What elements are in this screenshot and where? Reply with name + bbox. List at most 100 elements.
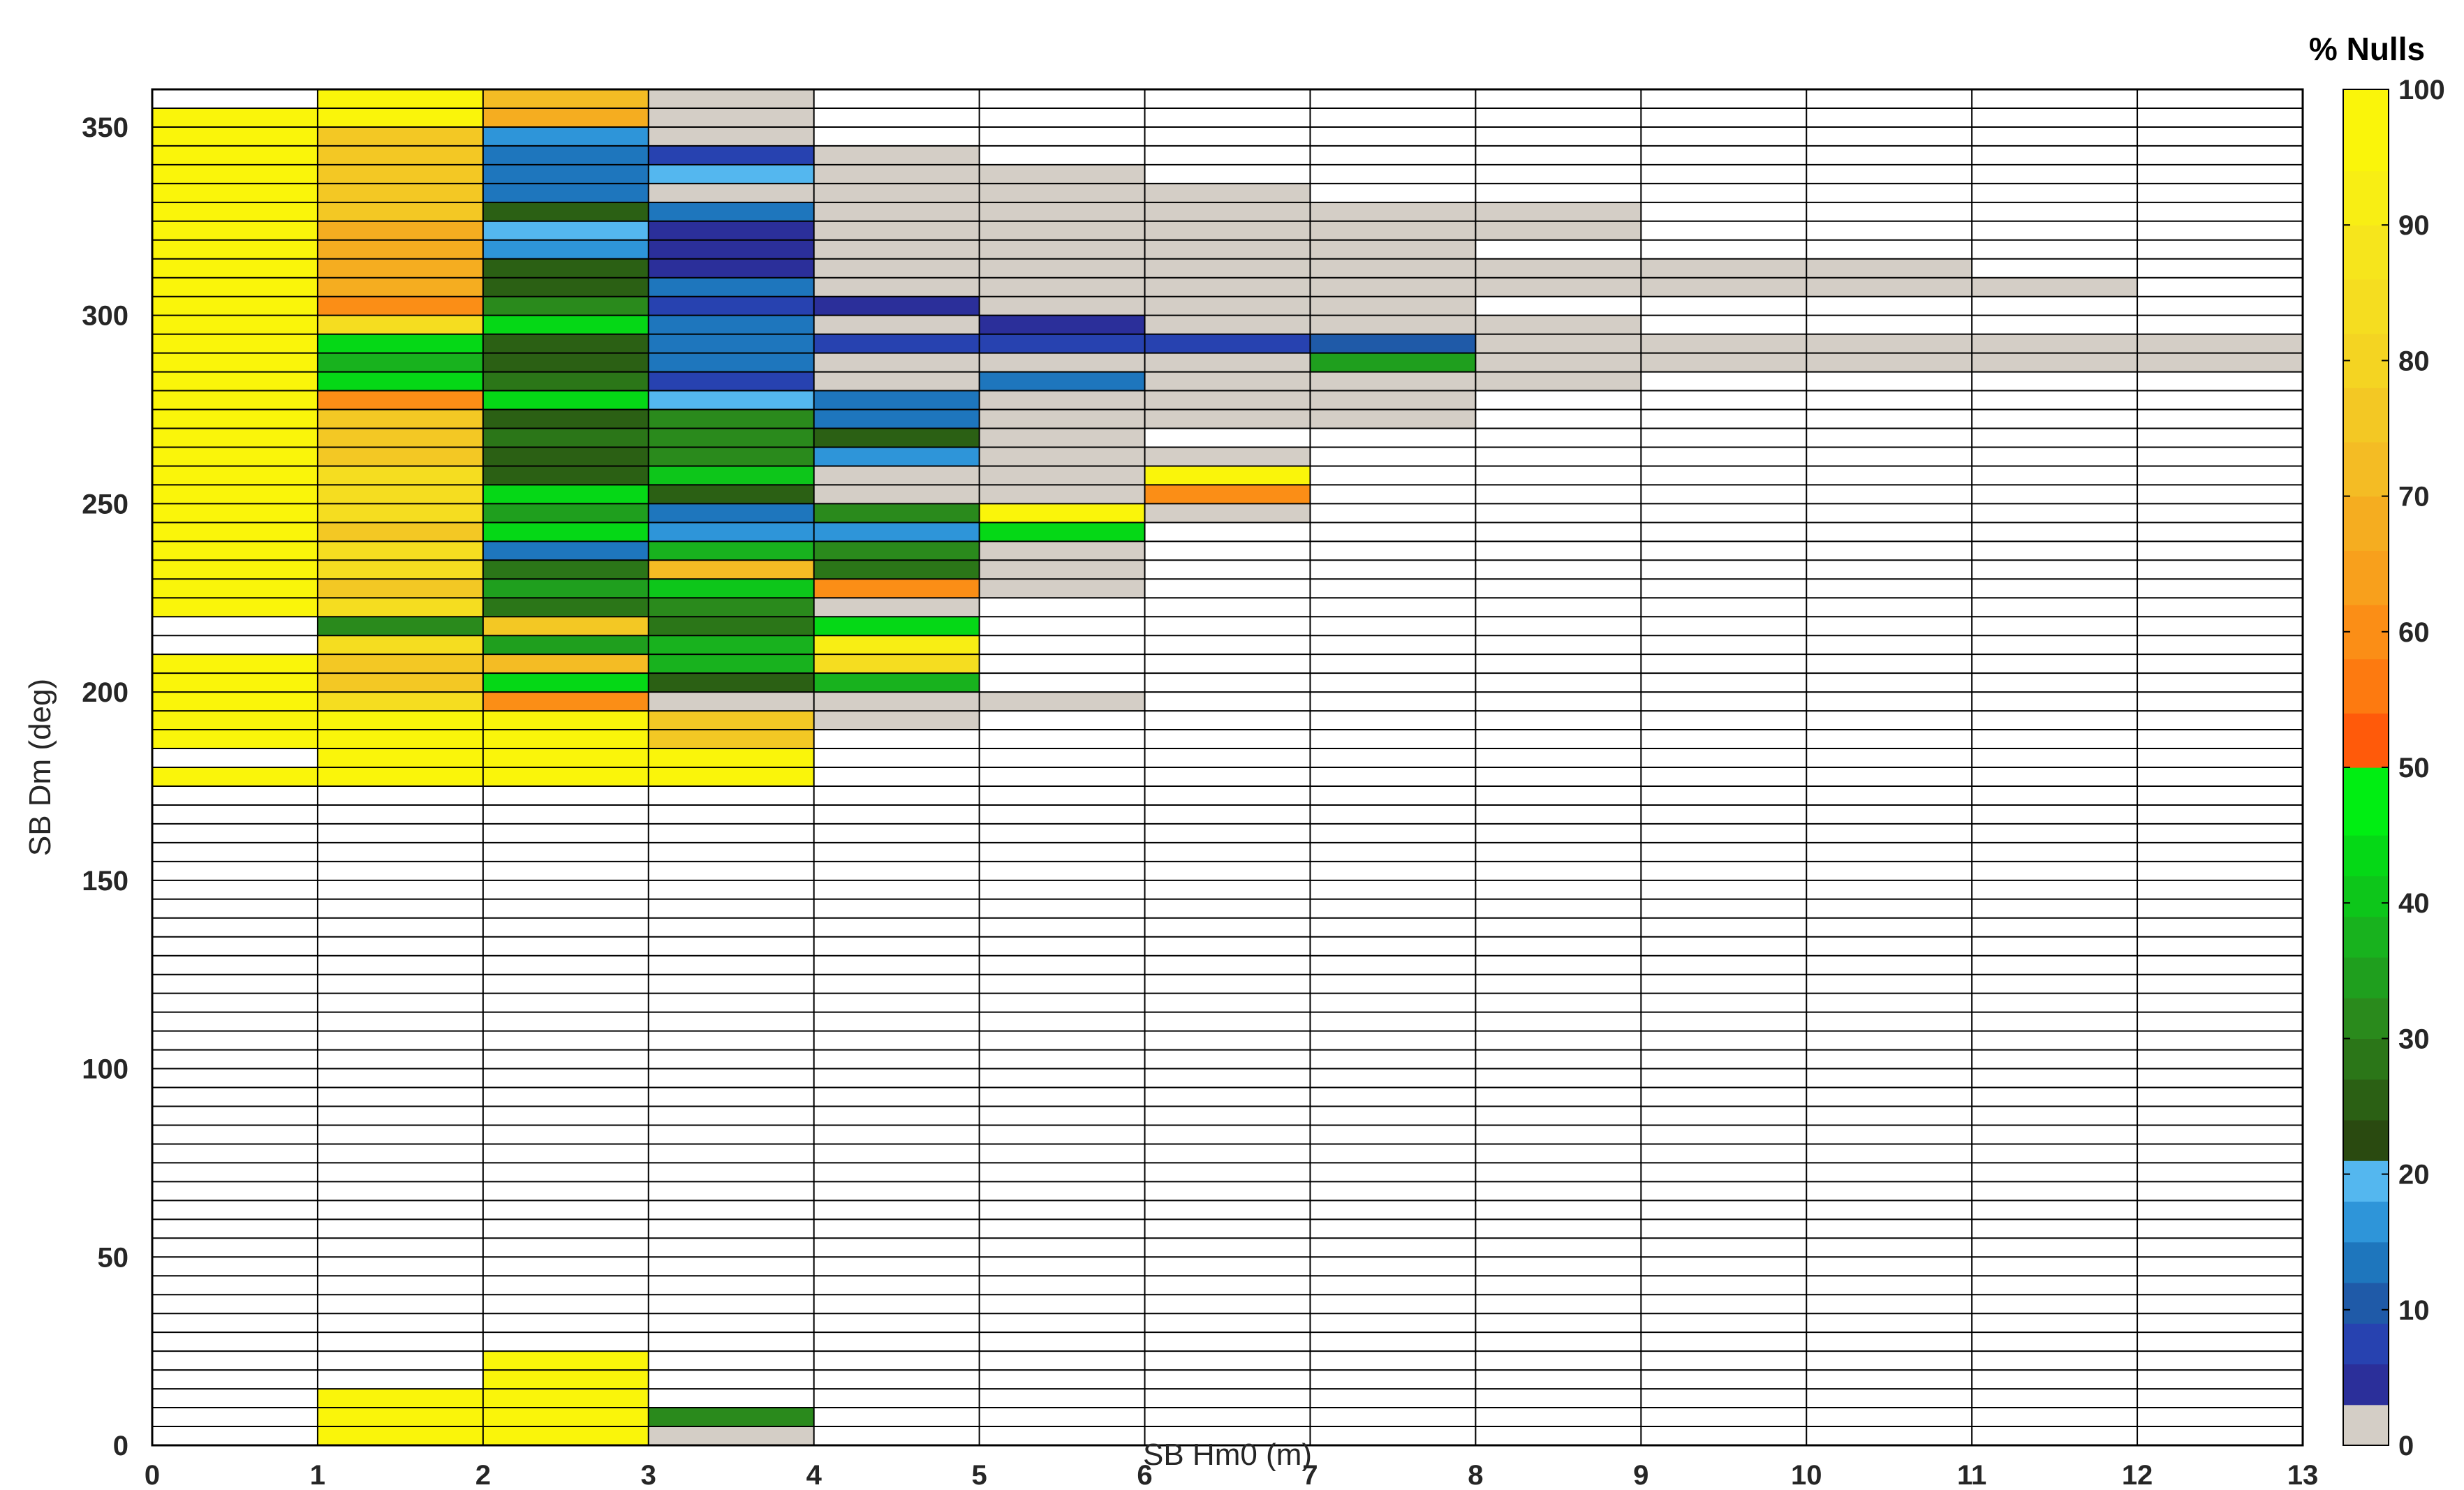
heatmap-cell <box>1144 447 1311 466</box>
heatmap-cell <box>482 371 649 391</box>
y-tick-label: 100 <box>82 1054 128 1085</box>
heatmap-cell <box>317 353 483 372</box>
heatmap-cell <box>648 239 814 259</box>
heatmap-cell <box>813 711 980 730</box>
heatmap-cell <box>317 730 483 749</box>
heatmap-cell <box>648 767 814 786</box>
colorbar-segment <box>2343 89 2389 172</box>
heatmap-cell <box>648 221 814 240</box>
heatmap-cell <box>482 145 649 165</box>
x-tick-label: 4 <box>806 1460 822 1490</box>
heatmap-cell <box>813 560 980 580</box>
colorbar-tick-label: 90 <box>2398 210 2430 241</box>
heatmap-cell <box>979 183 1145 202</box>
heatmap-cell <box>482 560 649 580</box>
heatmap-cell <box>648 296 814 316</box>
heatmap-cell <box>482 258 649 278</box>
heatmap-cell <box>317 202 483 221</box>
heatmap-cell <box>979 353 1145 372</box>
heatmap-cell <box>648 183 814 202</box>
heatmap-cell <box>648 485 814 504</box>
heatmap-cell <box>813 334 980 353</box>
heatmap-cell <box>482 202 649 221</box>
colorbar-segment <box>2343 1323 2389 1365</box>
heatmap-cell <box>317 390 483 410</box>
heatmap-cell <box>1144 258 1311 278</box>
heatmap-cell <box>1144 485 1311 504</box>
heatmap-cell <box>317 617 483 636</box>
heatmap-cell <box>813 579 980 598</box>
colorbar-segment <box>2343 550 2389 605</box>
colorbar-segment <box>2343 496 2389 551</box>
heatmap-cell <box>813 258 980 278</box>
heatmap-cell <box>152 522 318 542</box>
heatmap-cell <box>1972 353 2138 372</box>
heatmap-cell <box>317 145 483 165</box>
heatmap-cell <box>317 126 483 146</box>
heatmap-cell <box>1310 334 1476 353</box>
heatmap-cell <box>317 428 483 448</box>
heatmap-cell <box>317 635 483 655</box>
heatmap-cell <box>317 579 483 598</box>
heatmap-cell <box>648 409 814 429</box>
heatmap-cell <box>648 258 814 278</box>
heatmap-cell <box>482 315 649 334</box>
heatmap-cell <box>813 522 980 542</box>
heatmap-cell <box>648 711 814 730</box>
heatmap-cell <box>317 409 483 429</box>
heatmap-cell <box>317 221 483 240</box>
heatmap-cell <box>648 579 814 598</box>
heatmap-cell <box>152 164 318 184</box>
colorbar-segment <box>2343 279 2389 334</box>
heatmap-cell <box>317 560 483 580</box>
heatmap-cell <box>317 1408 483 1427</box>
heatmap-cell <box>482 447 649 466</box>
heatmap-cell <box>1144 239 1311 259</box>
colorbar-segment <box>2343 1364 2389 1406</box>
heatmap-cell <box>152 692 318 711</box>
heatmap-cell <box>979 296 1145 316</box>
heatmap-cell <box>648 353 814 372</box>
heatmap-cell <box>482 1370 649 1389</box>
colorbar-segment <box>2343 713 2389 768</box>
heatmap-cell <box>482 390 649 410</box>
colorbar-tick-label: 20 <box>2398 1160 2430 1190</box>
heatmap-cell <box>317 541 483 561</box>
heatmap-cell <box>979 522 1145 542</box>
heatmap-cell <box>813 466 980 485</box>
heatmap-cell <box>979 164 1145 184</box>
heatmap-cell <box>482 654 649 674</box>
colorbar-segment <box>2343 333 2389 388</box>
y-tick-label: 350 <box>82 112 128 143</box>
heatmap-cell <box>1641 353 1807 372</box>
heatmap-cell <box>979 258 1145 278</box>
colorbar-tick-label: 70 <box>2398 482 2430 512</box>
heatmap-cell <box>813 183 980 202</box>
heatmap-cell <box>482 692 649 711</box>
heatmap-cell <box>152 541 318 561</box>
heatmap-cell <box>1310 390 1476 410</box>
heatmap-cell <box>317 767 483 786</box>
heatmap-cell <box>152 202 318 221</box>
heatmap-cell <box>152 560 318 580</box>
heatmap-cell <box>482 1426 649 1445</box>
heatmap-cell <box>648 1408 814 1427</box>
colorbar-tick-label: 80 <box>2398 346 2430 376</box>
colorbar-tick-label: 40 <box>2398 888 2430 919</box>
heatmap-cell <box>1144 221 1311 240</box>
colorbar-segment <box>2343 1079 2389 1121</box>
colorbar-tick-label: 30 <box>2398 1024 2430 1054</box>
colorbar-segment <box>2343 388 2389 443</box>
x-tick-labels: 0 1 2 3 4 5 6 7 8 9 10 11 12 13 <box>145 1460 2318 1490</box>
heatmap-cell <box>317 108 483 127</box>
heatmap-cell <box>979 447 1145 466</box>
heatmap-cell <box>813 541 980 561</box>
heatmap-cell <box>1310 353 1476 372</box>
heatmap-cell <box>648 447 814 466</box>
heatmap-cell <box>317 258 483 278</box>
heatmap-cell <box>1475 221 1642 240</box>
heatmap-cell <box>317 654 483 674</box>
heatmap-cell <box>152 296 318 316</box>
heatmap-cell <box>482 221 649 240</box>
